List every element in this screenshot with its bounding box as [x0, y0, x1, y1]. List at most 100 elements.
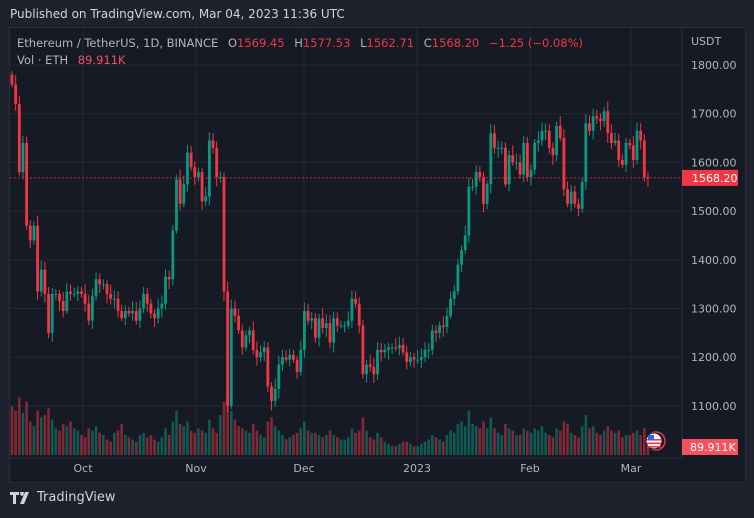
candle	[365, 360, 368, 383]
candle-body	[408, 357, 412, 363]
volume-bar	[438, 439, 441, 455]
candle-body	[138, 308, 142, 321]
candle	[61, 291, 65, 318]
volume-bar	[145, 437, 149, 455]
volume-bar	[639, 435, 642, 455]
candle-body	[32, 225, 36, 241]
candle	[197, 167, 200, 182]
candle-body	[332, 318, 336, 343]
candle	[405, 345, 409, 370]
candle-body	[602, 111, 606, 122]
candle-body	[233, 308, 237, 316]
volume-bar	[18, 397, 21, 455]
volume-bar	[365, 430, 368, 455]
candle	[244, 330, 248, 352]
candle-body	[270, 386, 273, 402]
volume-bar	[580, 426, 584, 455]
candle-body	[193, 167, 197, 178]
candle-body	[551, 147, 555, 156]
volume-bar	[310, 432, 314, 455]
candle-body	[423, 349, 427, 358]
volume-value: 89.911K	[77, 53, 126, 67]
candle-body	[266, 347, 270, 387]
candle	[416, 349, 420, 365]
volume-bar	[94, 426, 98, 455]
candle	[427, 343, 431, 359]
volume-bar	[452, 432, 456, 455]
candle-body	[207, 140, 211, 197]
footer-brand[interactable]: TradingView	[37, 490, 116, 505]
candle-body	[536, 140, 540, 143]
volume-bar	[595, 432, 599, 455]
candle-body	[156, 308, 160, 319]
candle-body	[591, 116, 595, 131]
candle	[591, 108, 595, 140]
volume-bar	[317, 435, 321, 455]
candle	[127, 306, 131, 317]
candle	[193, 161, 197, 185]
candle-body	[547, 130, 551, 148]
volume-bar	[273, 426, 277, 455]
candle	[339, 320, 343, 329]
volume-bar	[361, 417, 365, 455]
volume-bar	[303, 421, 306, 455]
candle	[251, 321, 255, 355]
candle-body	[28, 225, 32, 241]
candle-body	[504, 147, 507, 185]
candle	[580, 177, 584, 214]
volume-bar	[588, 428, 591, 455]
volume-bar	[219, 415, 222, 455]
close-value: 1568.20	[431, 36, 480, 50]
candle-body	[149, 303, 153, 314]
symbol-title[interactable]: Ethereum / TetherUS, 1D, BINANCE	[17, 36, 219, 50]
candle-body	[134, 310, 138, 321]
candle	[401, 337, 405, 356]
volume-bar	[21, 412, 25, 455]
volume-bar	[577, 437, 580, 455]
volume-bar	[295, 432, 299, 455]
candle	[266, 342, 270, 392]
candle-body	[518, 162, 522, 175]
us-flag-event-icon[interactable]	[645, 431, 666, 451]
volume-bar	[156, 441, 160, 455]
candle	[277, 355, 281, 399]
volume-bar	[485, 428, 489, 455]
candle	[478, 166, 482, 182]
candle	[606, 101, 610, 143]
candle-body	[522, 142, 526, 175]
last-price-tag	[682, 169, 738, 186]
volume-bar	[387, 443, 390, 455]
candle-body	[613, 140, 617, 143]
volume-label[interactable]: Vol · ETH	[17, 53, 69, 67]
candle	[387, 342, 390, 360]
candle	[460, 245, 463, 272]
volume-bar	[394, 446, 398, 455]
candle-body	[284, 357, 288, 360]
candle	[317, 313, 321, 347]
candle-body	[580, 181, 584, 209]
candle	[14, 75, 18, 111]
volume-bar	[153, 439, 156, 455]
candle-body	[558, 125, 562, 139]
candle-body	[445, 315, 449, 328]
candle-body	[610, 133, 613, 143]
volume-bar	[591, 426, 595, 455]
volume-bar	[248, 432, 251, 455]
volume-bar	[617, 430, 621, 455]
candle	[602, 106, 606, 127]
candle	[408, 351, 412, 366]
price-tick: 1400.00	[691, 254, 737, 267]
candle-body	[321, 318, 325, 328]
candle-body	[80, 291, 83, 294]
candle	[624, 138, 628, 173]
volume-bar	[39, 417, 43, 455]
volume-bar	[540, 426, 544, 455]
candle-body	[569, 191, 573, 204]
volume-bar	[80, 435, 83, 455]
candle-body	[281, 357, 284, 365]
volume-bar	[537, 430, 540, 455]
volume-bar	[547, 435, 551, 455]
chart-panel[interactable]	[9, 27, 746, 483]
candle	[569, 184, 573, 212]
